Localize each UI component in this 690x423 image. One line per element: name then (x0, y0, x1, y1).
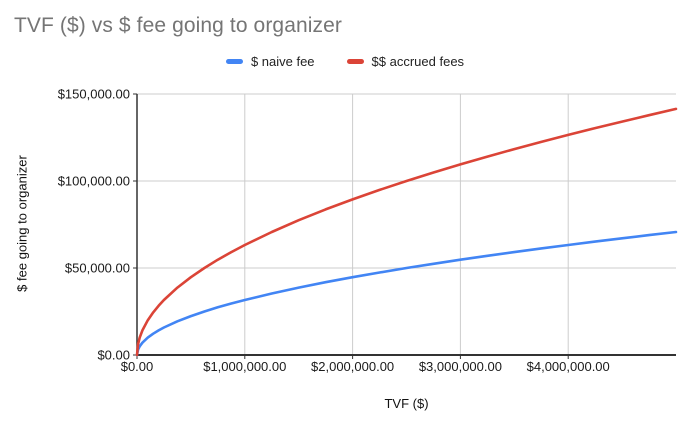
y-tick-label: $100,000.00 (58, 174, 130, 189)
x-tick-label: $0.00 (121, 359, 154, 374)
x-tick-label: $1,000,000.00 (203, 359, 286, 374)
legend-label: $$ accrued fees (371, 54, 465, 69)
legend-swatch-icon (346, 59, 364, 64)
y-tick-label: $0.00 (97, 348, 130, 363)
legend-label: $ naive fee (250, 54, 315, 69)
chart-title: TVF ($) vs $ fee going to organizer (14, 14, 342, 37)
series-line-naive-fee (135, 230, 678, 357)
x-axis-title: TVF ($) (384, 396, 429, 411)
legend-item: $ naive fee (225, 54, 315, 69)
series-line-accrued-fees (135, 107, 678, 357)
y-tick-label: $150,000.00 (58, 87, 130, 102)
x-tick-label: $3,000,000.00 (419, 359, 502, 374)
x-tick-label: $4,000,000.00 (527, 359, 610, 374)
legend: $ naive fee $$ accrued fees (0, 54, 690, 69)
y-tick-label: $50,000.00 (65, 261, 130, 276)
legend-swatch-icon (225, 59, 243, 64)
legend-item: $$ accrued fees (346, 54, 465, 69)
y-axis-title: $ fee going to organizer (14, 155, 30, 292)
x-tick-label: $2,000,000.00 (311, 359, 394, 374)
